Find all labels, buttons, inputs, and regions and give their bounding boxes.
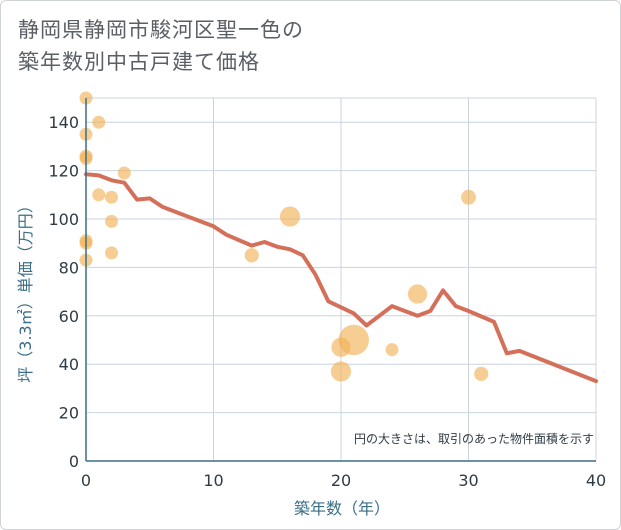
grid [86, 97, 597, 461]
chart-title-line2: 築年数別中古戸建て価格 [18, 50, 260, 74]
trend-line [84, 172, 598, 384]
bubble-size-note: 円の大きさは、取引のあった物件面積を示す [354, 431, 594, 446]
y-tick-label: 140 [48, 113, 79, 132]
y-tick-label: 60 [59, 307, 79, 326]
y-tick-label: 80 [59, 258, 79, 277]
y-tick-label: 20 [59, 404, 79, 423]
y-tick-label: 120 [48, 162, 79, 181]
data-bubble [117, 166, 131, 180]
x-axis-label: 築年数（年） [294, 499, 390, 518]
data-bubble [279, 206, 301, 227]
data-bubble [407, 284, 428, 304]
axes [85, 98, 596, 462]
y-tick-label: 100 [48, 210, 79, 229]
y-axis-label: 坪（3.3㎡）単価（万円） [16, 197, 35, 382]
data-bubble [105, 214, 118, 228]
data-bubble [92, 115, 106, 129]
x-tick-label: 40 [586, 471, 606, 490]
data-bubble [92, 188, 106, 202]
x-tick-label: 10 [203, 471, 223, 490]
data-bubble [385, 343, 399, 357]
trend-line-group [84, 172, 598, 384]
data-bubble [330, 361, 352, 382]
tick-labels: 0 20 40 60 80 100 120 140 0 10 20 30 40 [48, 113, 606, 490]
data-bubble [105, 246, 118, 260]
bubbles [79, 91, 489, 382]
data-bubble [338, 324, 369, 356]
chart-title: 静岡県静岡市駿河区聖一色の 築年数別中古戸建て価格 [18, 14, 304, 78]
y-tick-label: 0 [69, 452, 79, 471]
x-tick-label: 20 [331, 471, 351, 490]
data-bubble [474, 366, 489, 382]
data-bubble [244, 248, 259, 263]
chart-title-line1: 静岡県静岡市駿河区聖一色の [18, 18, 304, 42]
x-tick-label: 30 [458, 471, 478, 490]
x-tick-label: 0 [81, 471, 91, 490]
data-bubble [105, 190, 118, 204]
y-tick-label: 40 [59, 355, 79, 374]
data-bubble [461, 189, 476, 205]
